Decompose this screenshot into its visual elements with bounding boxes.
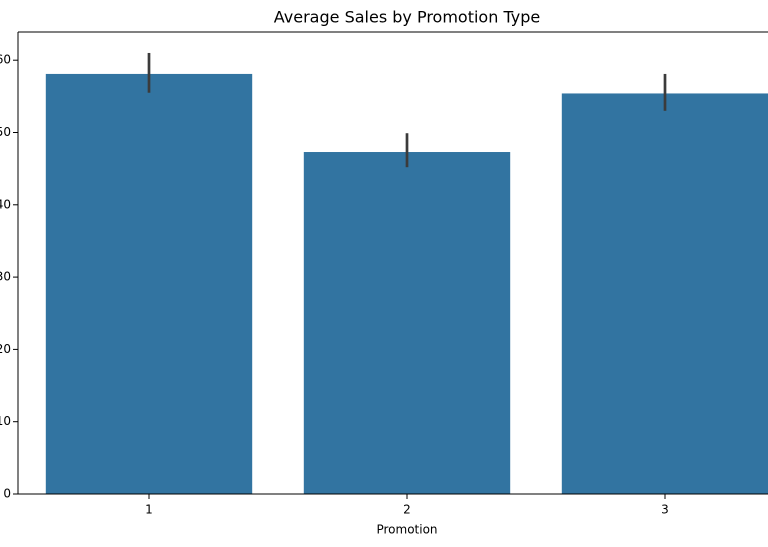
y-tick-label: 60 [0,53,11,67]
bar [303,152,511,494]
x-tick-label: 1 [145,503,153,517]
x-axis-label: Promotion [376,523,437,537]
bar [561,93,768,495]
x-tick-label: 2 [403,503,411,517]
y-tick-label: 50 [0,125,11,139]
y-tick-label: 0 [3,487,11,501]
y-tick-label: 40 [0,197,11,211]
bar [45,73,253,495]
x-tick-label: 3 [661,503,669,517]
chart-title: Average Sales by Promotion Type [274,8,540,27]
y-tick-label: 10 [0,414,11,428]
y-tick-label: 20 [0,342,11,356]
y-tick-label: 30 [0,270,11,284]
